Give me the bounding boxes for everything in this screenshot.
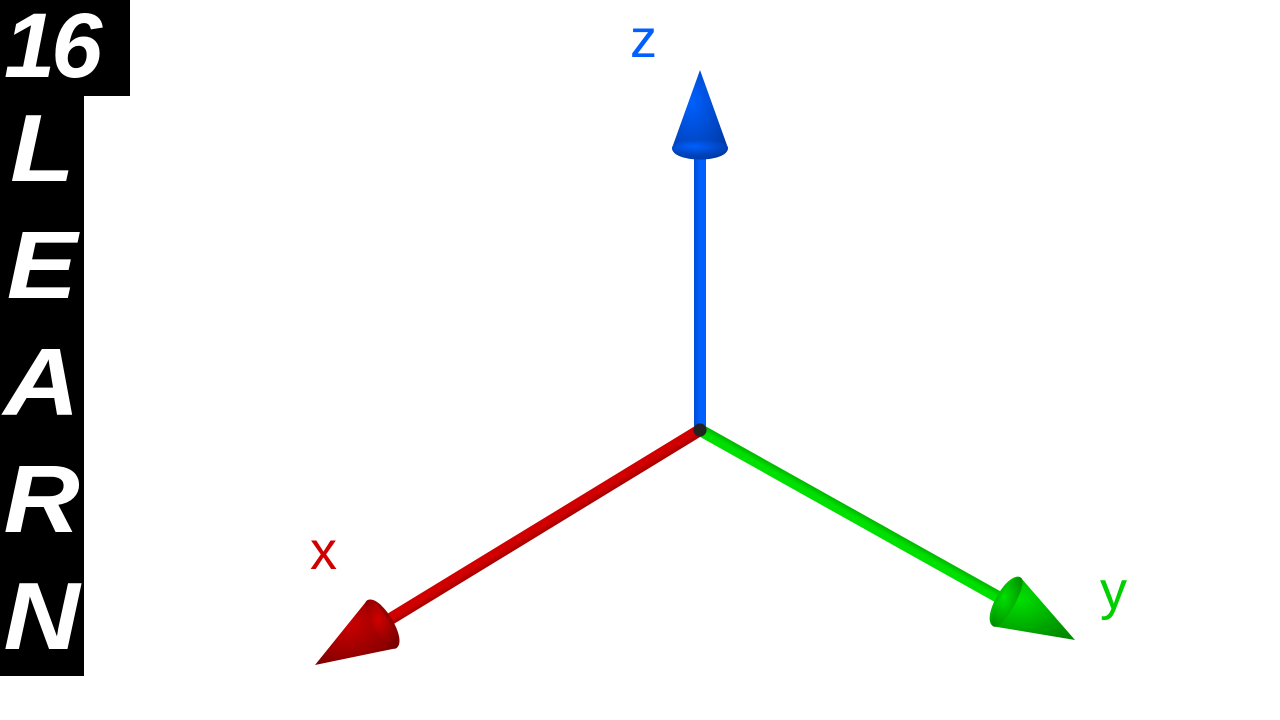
lesson-word-letter: L bbox=[10, 100, 75, 198]
axis-x-shaft bbox=[382, 430, 700, 624]
axis-label-z: z bbox=[630, 8, 657, 70]
axis-y-shaft bbox=[700, 430, 1007, 602]
lesson-word: LEARN bbox=[0, 96, 84, 676]
stage: z y x 16 LEARN bbox=[0, 0, 1280, 720]
lesson-word-letter: R bbox=[4, 451, 80, 549]
coordinate-axes-diagram bbox=[0, 0, 1280, 720]
lesson-word-letter: A bbox=[4, 334, 80, 432]
lesson-badge: 16 LEARN bbox=[0, 0, 130, 676]
lesson-number: 16 bbox=[0, 0, 130, 96]
lesson-word-letter: N bbox=[4, 568, 80, 666]
axis-label-y: y bbox=[1100, 560, 1127, 622]
lesson-word-letter: E bbox=[7, 217, 77, 315]
axis-label-x: x bbox=[310, 520, 337, 582]
axes-origin bbox=[693, 423, 706, 436]
axis-z-arrowbase bbox=[672, 140, 728, 156]
